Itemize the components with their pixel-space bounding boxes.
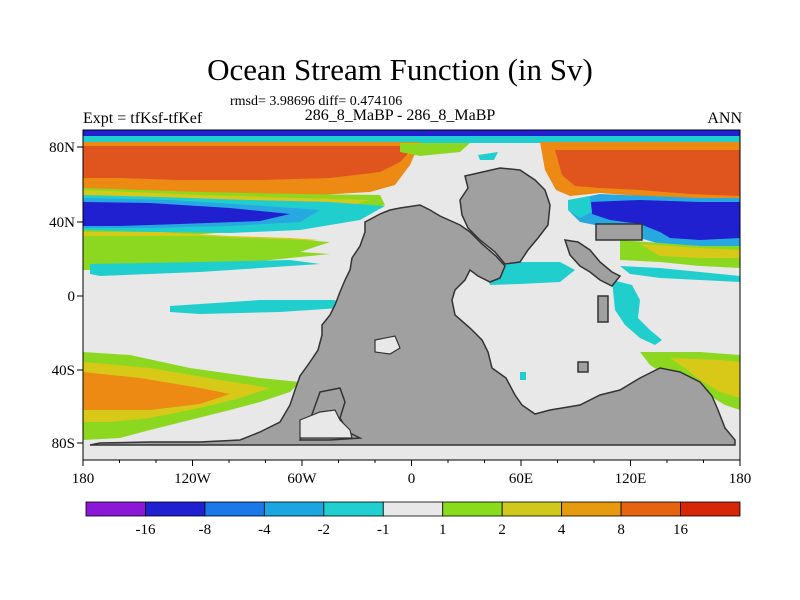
colorbar-label: -16 xyxy=(135,522,155,538)
colorbar-swatch xyxy=(323,501,384,517)
case-label: 286_8_MaBP - 286_8_MaBP xyxy=(304,107,496,124)
east-cyan-stripe xyxy=(568,196,592,218)
island-small xyxy=(597,295,609,323)
colorbar: -16 -8 -4 -2 -1 1 2 4 8 16 xyxy=(85,501,741,538)
top-blue-stripe xyxy=(83,130,740,136)
y-tick-label: 40N xyxy=(49,215,75,231)
x-tick-label: 0 xyxy=(408,471,416,487)
island-east xyxy=(595,223,643,241)
x-tick-label: 180 xyxy=(72,471,95,487)
colorbar-label: -4 xyxy=(258,522,271,538)
x-tick-label: 60W xyxy=(287,471,317,487)
colorbar-swatch xyxy=(263,501,325,517)
island-tiny xyxy=(577,361,589,373)
east-blue-gyre xyxy=(590,200,740,240)
east-yellow-band xyxy=(640,244,740,258)
colorbar-label: 2 xyxy=(498,522,506,538)
season-label: ANN xyxy=(707,110,742,127)
east-red-band xyxy=(555,150,740,196)
north-cyan-patch xyxy=(478,152,498,160)
plot-title: Ocean Stream Function (in Sv) xyxy=(207,52,593,87)
colorbar-label: 16 xyxy=(673,522,689,538)
colorbar-label: -1 xyxy=(377,522,390,538)
east-cyan-tropics xyxy=(620,266,740,282)
colorbar-swatch xyxy=(145,501,206,517)
x-tick-label: 120E xyxy=(615,471,647,487)
greenland-land xyxy=(459,167,551,265)
experiment-label: Expt = tfKsf-tfKef xyxy=(83,110,203,127)
colorbar-swatch xyxy=(85,501,146,517)
colorbar-swatch xyxy=(680,501,741,517)
y-tick-label: 80S xyxy=(52,436,75,452)
west-red-band xyxy=(83,146,415,180)
colorbar-swatch xyxy=(382,501,444,517)
colorbar-swatch xyxy=(561,501,622,517)
colorbar-label: 4 xyxy=(558,522,566,538)
x-tick-label: 60E xyxy=(509,471,533,487)
x-axis: 180 120W 60W 0 60E 120E 180 xyxy=(72,460,752,487)
colorbar-label: 8 xyxy=(617,522,625,538)
inland-neutral xyxy=(299,409,353,439)
stats-text: rmsd= 3.98696 diff= 0.474106 xyxy=(230,94,403,109)
americas-land xyxy=(89,204,736,446)
colorbar-swatch xyxy=(442,501,503,517)
west-cyan-strip xyxy=(90,260,320,276)
colorbar-label: 1 xyxy=(439,522,447,538)
north-green-patch xyxy=(400,143,470,156)
colorbar-swatch xyxy=(204,501,265,517)
south-orange-core xyxy=(83,372,230,410)
small-cyan-blob xyxy=(520,372,526,380)
colorbar-label: -8 xyxy=(199,522,212,538)
map-field xyxy=(83,130,740,460)
west-equatorial-cyan xyxy=(170,300,340,314)
caribbean-neutral xyxy=(374,335,401,355)
y-tick-label: 40S xyxy=(52,363,75,379)
y-axis: 80N 40N 0 40S 80S xyxy=(49,140,83,452)
colorbar-swatch xyxy=(620,501,681,517)
y-tick-label: 0 xyxy=(68,289,76,305)
east-cyan-tongue xyxy=(612,280,662,345)
colorbar-label: -2 xyxy=(318,522,331,538)
afro-eurasia-land xyxy=(563,239,622,287)
colorbar-swatch xyxy=(501,501,563,517)
x-tick-label: 120W xyxy=(174,471,212,487)
top-cyan-stripe xyxy=(83,136,740,143)
y-tick-label: 80N xyxy=(49,140,75,156)
west-blue-gyre xyxy=(83,202,290,226)
south-east-yellow xyxy=(670,358,740,398)
x-tick-label: 180 xyxy=(729,471,752,487)
atlantic-cyan-patch xyxy=(485,262,575,285)
